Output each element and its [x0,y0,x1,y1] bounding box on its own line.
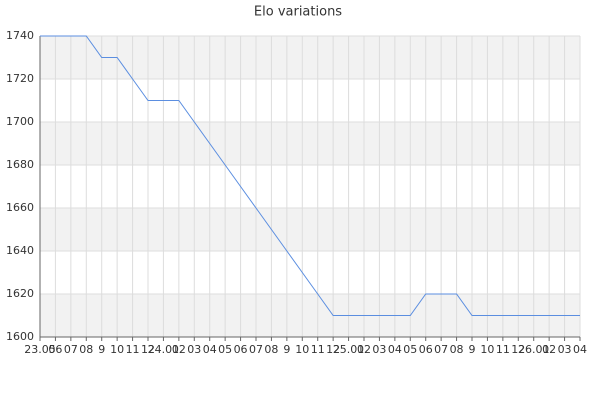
y-tick-label: 1720 [6,72,34,85]
x-tick-label: 03 [372,343,386,356]
line [40,35,580,316]
x-tick-label: 26.01 [518,343,550,356]
y-tick-label: 1660 [6,201,34,214]
x-tick-label: 11 [311,343,325,356]
x-tick-label: 07 [434,343,448,356]
x-tick-label: 04 [203,343,217,356]
x-tick-label: 03 [187,343,201,356]
x-tick-label: 11 [126,343,140,356]
x-tick-label: 23.05 [24,343,56,356]
x-tick-label: 08 [264,343,278,356]
y-tick-label: 1640 [6,244,34,257]
y-tick-label: 1600 [6,330,34,343]
grid-band [40,122,580,165]
grid-band [40,208,580,251]
x-tick-label: 12 [141,343,155,356]
x-tick-label: 04 [388,343,402,356]
y-tick-label: 1740 [6,29,34,42]
x-tick-label: 07 [249,343,263,356]
x-tick-label: 9 [283,343,290,356]
x-tick-label: 06 [48,343,62,356]
x-tick-label: 10 [295,343,309,356]
x-tick-label: 02 [542,343,556,356]
x-tick-label: 02 [172,343,186,356]
x-tick-label: 08 [79,343,93,356]
x-tick-label: 03 [558,343,572,356]
x-tick-label: 05 [403,343,417,356]
y-tick-label: 1680 [6,158,34,171]
x-tick-label: 25.01 [333,343,365,356]
x-tick-label: 08 [450,343,464,356]
y-tick-label: 1620 [6,287,34,300]
x-tick-label: 10 [110,343,124,356]
x-tick-label: 12 [511,343,525,356]
y-tick-label: 1700 [6,115,34,128]
x-tick-label: 12 [326,343,340,356]
x-tick-label: 06 [419,343,433,356]
x-tick-label: 9 [469,343,476,356]
x-tick-label: 05 [218,343,232,356]
x-tick-label: 06 [234,343,248,356]
x-tick-label: 02 [357,343,371,356]
x-tick-label: 9 [98,343,105,356]
x-tick-label: 24.01 [148,343,180,356]
grid-band [40,36,580,79]
x-tick-label: 07 [64,343,78,356]
x-tick-label: 04 [573,343,587,356]
x-tick-label: 11 [496,343,510,356]
x-tick-label: 10 [480,343,494,356]
chart-title: Elo variations [254,5,342,20]
